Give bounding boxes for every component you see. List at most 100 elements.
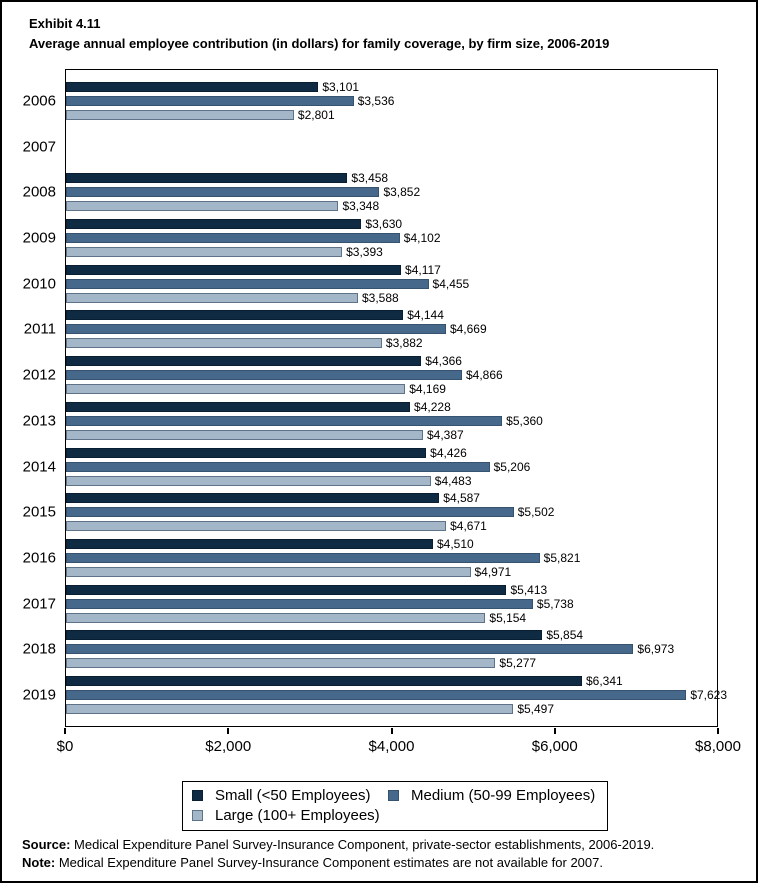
bar-line-large-2006: $2,801 <box>66 107 717 122</box>
bar-small-2012 <box>66 356 422 367</box>
bar-line-small-2008: $3,458 <box>66 171 717 186</box>
bar-small-2018 <box>66 630 543 641</box>
bar-line-small-2006: $3,101 <box>66 81 717 93</box>
bar-line-medium-2006: $3,536 <box>66 93 717 108</box>
x-tick-0 <box>64 728 66 734</box>
year-row-2017: 2017 $5,413 $5,738 $5,154 <box>23 581 717 627</box>
bar-line-small-2011: $4,144 <box>66 308 717 323</box>
bar-large-2009 <box>66 247 343 258</box>
chart-title: Average annual employee contribution (in… <box>29 36 610 51</box>
bar-value-label: $4,587 <box>443 491 480 506</box>
bar-value-label: $5,206 <box>493 459 531 474</box>
bar-rows: 2006 $3,101 $3,536 $2,801 2007 2008 $3,458 $3,8… <box>23 78 727 718</box>
bar-value-label: $3,630 <box>365 217 403 232</box>
bar-value-label: $3,536 <box>357 93 395 108</box>
x-tick-8000 <box>717 728 719 734</box>
year-label-2009: 2009 <box>22 229 56 247</box>
bar-value-label: $4,483 <box>434 473 472 488</box>
year-label-2014: 2014 <box>22 458 56 476</box>
bar-large-2010 <box>66 292 358 303</box>
bar-line-small-2014: $4,426 <box>66 447 717 459</box>
year-label-2011: 2011 <box>23 320 56 338</box>
legend-item-small: Small (<50 Employees) <box>192 787 388 804</box>
bar-line-large-2016: $4,971 <box>66 566 717 578</box>
bar-small-2015 <box>66 493 440 504</box>
bar-line-medium-2014: $5,206 <box>66 459 717 474</box>
bar-value-label: $7,623 <box>690 688 728 703</box>
bar-medium-2011 <box>66 324 446 335</box>
bar-line-small-2007 <box>66 128 717 138</box>
bar-small-2013 <box>66 401 411 412</box>
year-label-2019: 2019 <box>22 686 56 704</box>
source-text: Medical Expenditure Panel Survey-Insuran… <box>74 837 655 852</box>
bar-line-medium-2010: $4,455 <box>66 276 717 291</box>
bar-medium-2006 <box>66 95 354 106</box>
bar-line-medium-2019: $7,623 <box>66 689 727 701</box>
bar-line-small-2018: $5,854 <box>66 629 717 641</box>
note-label: Note: <box>22 855 56 870</box>
year-label-2006: 2006 <box>22 92 56 110</box>
bar-value-label: $4,144 <box>407 308 444 323</box>
bar-value-label: $4,671 <box>450 519 487 534</box>
bar-line-medium-2008: $3,852 <box>66 186 717 198</box>
year-label-2015: 2015 <box>22 503 56 521</box>
bar-value-label: $4,117 <box>405 262 441 277</box>
plot-area: 2006 $3,101 $3,536 $2,801 2007 2008 $3,458 $3,8… <box>23 69 727 727</box>
bar-value-label: $3,588 <box>361 290 399 305</box>
year-label-2010: 2010 <box>22 275 56 293</box>
bar-medium-2017 <box>66 598 533 609</box>
bar-large-2011 <box>66 338 382 349</box>
x-tick-label-0: $0 <box>56 738 74 755</box>
bar-large-2017 <box>66 612 486 623</box>
legend-swatch-medium <box>388 790 399 801</box>
source-line: Source: Medical Expenditure Panel Survey… <box>22 836 654 854</box>
year-row-2007: 2007 <box>23 124 717 170</box>
bar-value-label: $2,801 <box>297 107 335 122</box>
bar-line-large-2008: $3,348 <box>66 200 717 212</box>
bar-line-large-2014: $4,483 <box>66 473 717 488</box>
bar-small-2008 <box>66 173 348 184</box>
bar-small-2019 <box>66 676 582 687</box>
bar-medium-2014 <box>66 461 490 472</box>
year-row-2015: 2015 $4,587 $5,502 $4,671 <box>23 489 717 535</box>
bar-value-label: $4,455 <box>432 276 470 291</box>
legend-label-large: Large (100+ Employees) <box>215 807 380 824</box>
legend: Small (<50 Employees) Medium (50-99 Emplo… <box>182 781 608 831</box>
bar-line-large-2011: $3,882 <box>66 337 717 349</box>
bar-value-label: $4,387 <box>426 427 464 442</box>
year-row-2011: 2011 $4,144 $4,669 $3,882 <box>24 307 717 353</box>
bar-value-label: $5,821 <box>543 551 581 566</box>
bar-medium-2010 <box>66 278 429 289</box>
bar-line-large-2019: $5,497 <box>66 702 717 717</box>
bar-large-2006 <box>66 109 294 120</box>
bar-value-label: $4,510 <box>437 537 474 552</box>
source-label: Source: <box>22 837 71 852</box>
bar-line-small-2012: $4,366 <box>66 354 717 369</box>
note-line: Note: Medical Expenditure Panel Survey-I… <box>22 854 654 872</box>
bar-line-medium-2017: $5,738 <box>66 598 717 610</box>
legend-swatch-small <box>192 790 203 801</box>
bar-value-label: $5,497 <box>517 702 555 717</box>
bar-value-label: $5,502 <box>517 505 555 520</box>
title-block: Exhibit 4.11 Average annual employee con… <box>29 14 609 54</box>
bar-line-large-2010: $3,588 <box>66 290 717 305</box>
legend-item-medium: Medium (50-99 Employees) <box>388 787 599 804</box>
year-row-2012: 2012 $4,366 $4,866 $4,169 <box>23 352 717 398</box>
year-label-2018: 2018 <box>22 640 56 658</box>
bar-value-label: $4,228 <box>414 399 451 414</box>
bar-value-label: $4,102 <box>403 231 441 246</box>
x-axis: $0 $2,000 $4,000 $6,000 $8,000 <box>57 727 741 761</box>
year-row-2010: 2010 $4,117 $4,455 $3,588 <box>23 261 717 307</box>
year-label-2017: 2017 <box>22 595 56 613</box>
bar-line-small-2016: $4,510 <box>66 537 717 552</box>
exhibit-number: Exhibit 4.11 <box>29 16 101 31</box>
bar-medium-2015 <box>66 507 514 518</box>
bar-large-2015 <box>66 521 447 532</box>
bar-value-label: $4,366 <box>425 354 462 369</box>
bar-line-large-2017: $5,154 <box>66 612 717 624</box>
legend-label-medium: Medium (50-99 Employees) <box>411 787 596 804</box>
bar-value-label: $4,669 <box>449 322 487 337</box>
bar-value-label: $5,277 <box>499 656 537 671</box>
bar-value-label: $3,458 <box>351 171 389 186</box>
